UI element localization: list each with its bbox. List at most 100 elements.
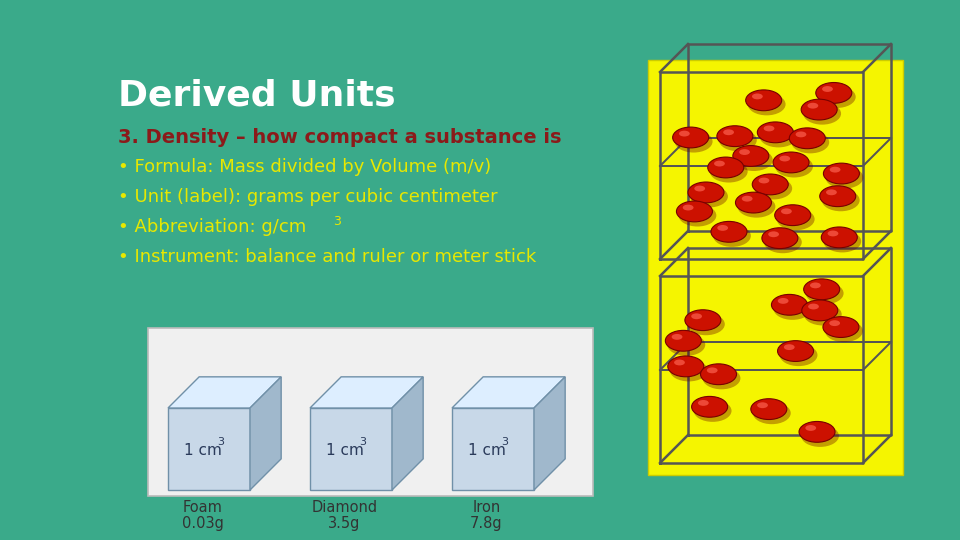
Ellipse shape bbox=[717, 126, 753, 146]
Ellipse shape bbox=[804, 303, 842, 326]
Ellipse shape bbox=[824, 231, 861, 252]
Ellipse shape bbox=[688, 182, 724, 203]
Text: 0.03g: 0.03g bbox=[181, 516, 224, 531]
Ellipse shape bbox=[773, 152, 809, 173]
Ellipse shape bbox=[822, 227, 857, 248]
Text: • Abbreviation: g/cm: • Abbreviation: g/cm bbox=[118, 218, 306, 236]
Ellipse shape bbox=[674, 360, 684, 366]
Ellipse shape bbox=[687, 313, 725, 335]
Ellipse shape bbox=[713, 225, 751, 247]
Ellipse shape bbox=[810, 282, 821, 288]
Text: Iron: Iron bbox=[472, 500, 500, 515]
Ellipse shape bbox=[746, 90, 781, 111]
Ellipse shape bbox=[759, 125, 797, 147]
Ellipse shape bbox=[677, 201, 712, 222]
Ellipse shape bbox=[684, 310, 721, 330]
Ellipse shape bbox=[829, 320, 840, 326]
Ellipse shape bbox=[694, 186, 705, 192]
Polygon shape bbox=[452, 408, 534, 490]
Ellipse shape bbox=[789, 128, 826, 148]
Ellipse shape bbox=[762, 228, 798, 248]
Polygon shape bbox=[168, 408, 250, 490]
Ellipse shape bbox=[764, 231, 802, 253]
Ellipse shape bbox=[737, 195, 776, 218]
Ellipse shape bbox=[802, 99, 837, 120]
Ellipse shape bbox=[829, 167, 841, 173]
Text: 1 cm: 1 cm bbox=[468, 443, 505, 458]
Polygon shape bbox=[168, 377, 281, 408]
Ellipse shape bbox=[757, 402, 768, 408]
Text: Foam: Foam bbox=[182, 500, 223, 515]
Ellipse shape bbox=[732, 146, 769, 166]
Ellipse shape bbox=[805, 282, 844, 305]
Ellipse shape bbox=[742, 196, 753, 201]
Text: 3: 3 bbox=[501, 437, 508, 447]
Ellipse shape bbox=[675, 131, 712, 152]
Ellipse shape bbox=[723, 130, 734, 135]
Ellipse shape bbox=[690, 185, 728, 207]
Ellipse shape bbox=[758, 178, 769, 184]
Ellipse shape bbox=[781, 208, 792, 214]
Ellipse shape bbox=[755, 177, 792, 199]
Ellipse shape bbox=[714, 161, 725, 166]
Ellipse shape bbox=[780, 156, 790, 161]
Text: 3.5g: 3.5g bbox=[328, 516, 361, 531]
Polygon shape bbox=[250, 377, 281, 490]
Ellipse shape bbox=[673, 127, 708, 148]
Ellipse shape bbox=[778, 341, 813, 361]
Ellipse shape bbox=[735, 192, 772, 213]
Ellipse shape bbox=[823, 316, 859, 338]
Ellipse shape bbox=[768, 231, 779, 237]
Ellipse shape bbox=[707, 367, 718, 373]
Ellipse shape bbox=[826, 190, 837, 195]
Ellipse shape bbox=[691, 396, 728, 417]
Ellipse shape bbox=[775, 156, 813, 178]
Ellipse shape bbox=[672, 334, 683, 340]
Ellipse shape bbox=[717, 225, 728, 231]
Ellipse shape bbox=[802, 425, 839, 447]
Text: 3: 3 bbox=[217, 437, 224, 447]
Polygon shape bbox=[310, 377, 423, 408]
Text: • Unit (label): grams per cubic centimeter: • Unit (label): grams per cubic centimet… bbox=[118, 188, 497, 206]
Text: 1 cm: 1 cm bbox=[183, 443, 222, 458]
Ellipse shape bbox=[802, 300, 838, 321]
Ellipse shape bbox=[701, 364, 736, 384]
Ellipse shape bbox=[698, 400, 708, 406]
Text: • Instrument: balance and ruler or meter stick: • Instrument: balance and ruler or meter… bbox=[118, 248, 537, 266]
Polygon shape bbox=[310, 408, 392, 490]
Ellipse shape bbox=[808, 303, 819, 309]
Ellipse shape bbox=[708, 157, 744, 178]
FancyBboxPatch shape bbox=[148, 328, 593, 496]
Ellipse shape bbox=[825, 320, 863, 342]
Ellipse shape bbox=[679, 131, 689, 137]
Ellipse shape bbox=[828, 231, 838, 237]
Ellipse shape bbox=[668, 356, 704, 377]
FancyBboxPatch shape bbox=[648, 60, 903, 475]
Ellipse shape bbox=[670, 359, 708, 381]
Text: Diamond: Diamond bbox=[311, 500, 377, 515]
Ellipse shape bbox=[804, 279, 840, 300]
Ellipse shape bbox=[753, 174, 788, 195]
Ellipse shape bbox=[796, 131, 806, 137]
Ellipse shape bbox=[791, 131, 829, 153]
Ellipse shape bbox=[739, 149, 750, 155]
Ellipse shape bbox=[691, 313, 702, 319]
Text: Derived Units: Derived Units bbox=[118, 78, 396, 112]
Ellipse shape bbox=[665, 330, 702, 351]
Ellipse shape bbox=[763, 125, 775, 131]
Ellipse shape bbox=[780, 344, 818, 366]
Ellipse shape bbox=[807, 103, 818, 109]
Ellipse shape bbox=[775, 205, 810, 226]
Polygon shape bbox=[534, 377, 565, 490]
Polygon shape bbox=[452, 377, 565, 408]
Ellipse shape bbox=[822, 86, 833, 92]
Ellipse shape bbox=[753, 402, 791, 424]
Ellipse shape bbox=[679, 205, 716, 226]
Text: 1 cm: 1 cm bbox=[325, 443, 364, 458]
Ellipse shape bbox=[799, 421, 835, 442]
Ellipse shape bbox=[757, 122, 793, 143]
Text: 3: 3 bbox=[333, 215, 341, 228]
Ellipse shape bbox=[683, 205, 693, 211]
Ellipse shape bbox=[820, 186, 855, 207]
Ellipse shape bbox=[748, 93, 785, 116]
